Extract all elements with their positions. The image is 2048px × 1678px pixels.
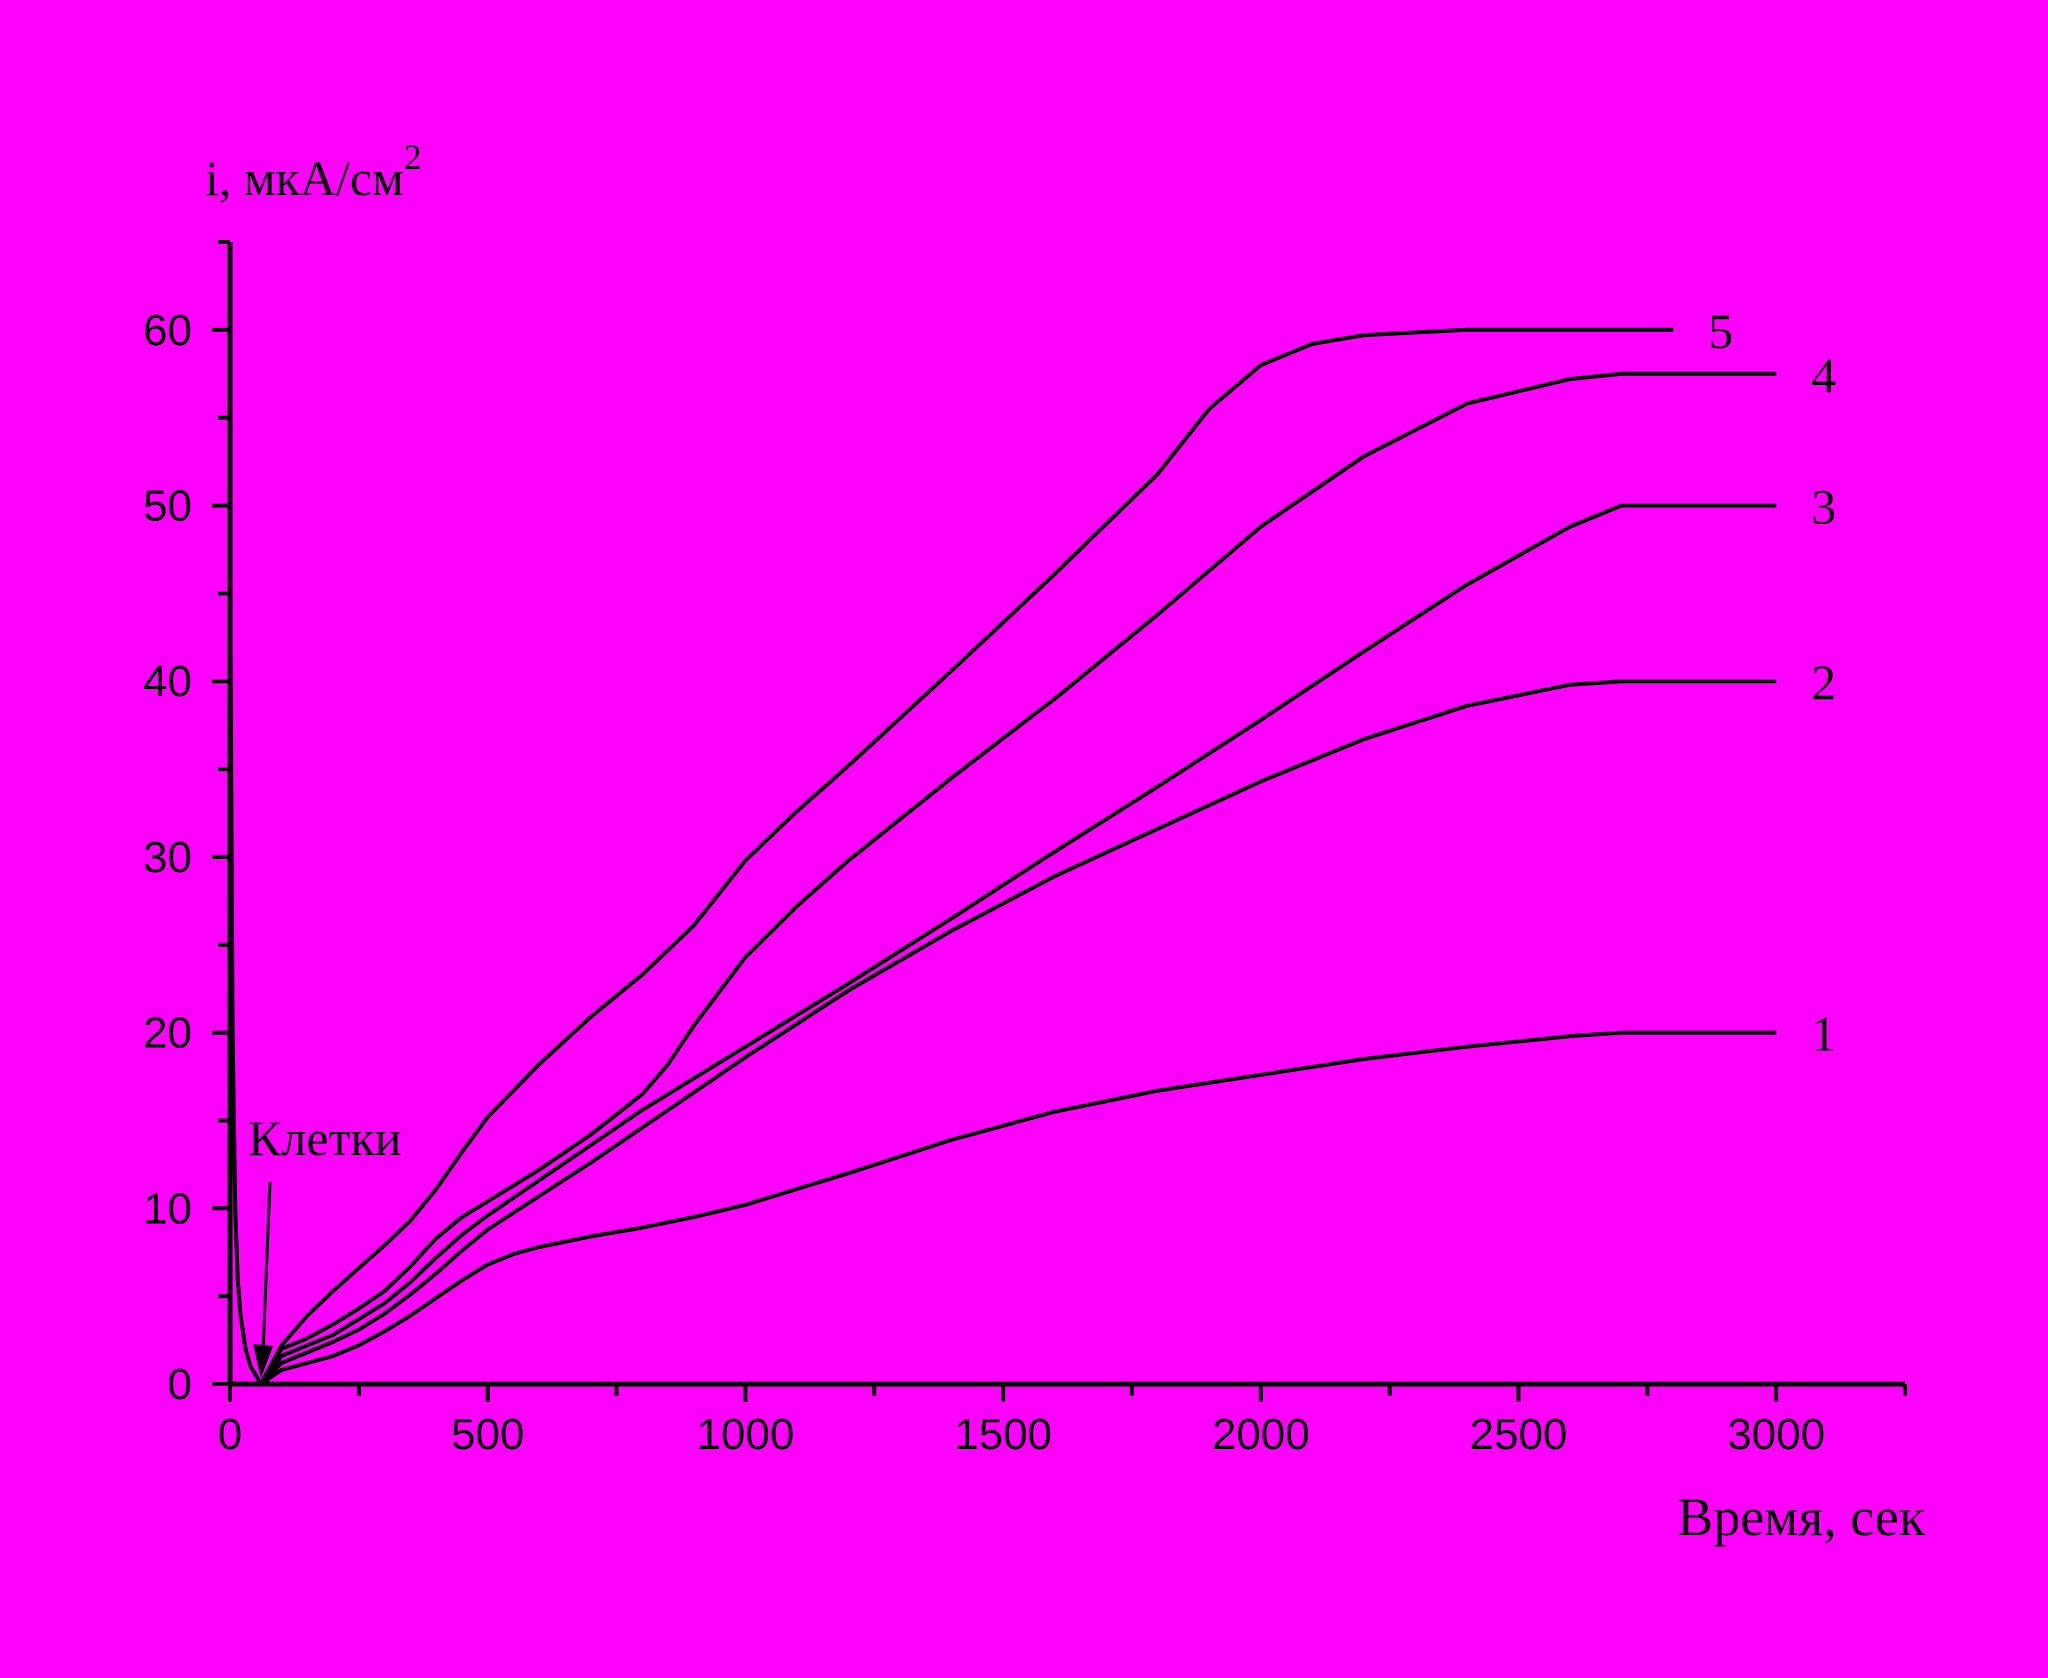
- x-tick-label: 1000: [696, 1410, 794, 1459]
- x-tick-label: 500: [451, 1410, 524, 1459]
- y-axis-title: i, мкА/см2: [205, 137, 422, 206]
- series-label-1: 1: [1811, 1006, 1836, 1062]
- y-tick-label: 20: [143, 1009, 192, 1058]
- y-axis-title-superscript: 2: [404, 137, 422, 177]
- y-tick-label: 60: [143, 306, 192, 355]
- y-tick-label: 0: [168, 1360, 192, 1409]
- series-line-3: [259, 503, 1777, 1386]
- initial-spike-line: [228, 558, 263, 1386]
- x-axis-title: Время, сек: [1677, 1487, 1926, 1547]
- series-line-2: [259, 679, 1777, 1386]
- y-tick-label: 10: [143, 1184, 192, 1233]
- series-line-4: [259, 371, 1777, 1386]
- y-tick-label: 30: [143, 833, 192, 882]
- y-tick-label: 40: [143, 657, 192, 706]
- series-label-2: 2: [1811, 654, 1836, 710]
- x-tick-label: 3000: [1727, 1410, 1825, 1459]
- x-tick-label: 2500: [1470, 1410, 1568, 1459]
- labels-layer: 0 10 20 30 40 50 60 0 500 1000 1500 2000 2500 3000 i, …: [143, 137, 1926, 1547]
- annotation-arrow-shaft: [261, 1181, 272, 1355]
- x-tick-label: 1500: [954, 1410, 1052, 1459]
- series-layer: [228, 327, 1777, 1386]
- annotation-arrow-head: [252, 1344, 273, 1378]
- series-label-4: 4: [1811, 347, 1836, 403]
- series-line-1: [259, 1030, 1777, 1386]
- series-line-5: [259, 327, 1674, 1385]
- axes: [212, 240, 1907, 1402]
- y-tick-label: 50: [143, 482, 192, 531]
- series-label-3: 3: [1811, 479, 1836, 535]
- y-axis-title-main: i, мкА/см: [205, 150, 404, 206]
- series-label-5: 5: [1708, 303, 1733, 359]
- x-tick-label: 0: [218, 1410, 242, 1459]
- annotation-label: Клетки: [248, 1110, 401, 1166]
- x-tick-label: 2000: [1212, 1410, 1310, 1459]
